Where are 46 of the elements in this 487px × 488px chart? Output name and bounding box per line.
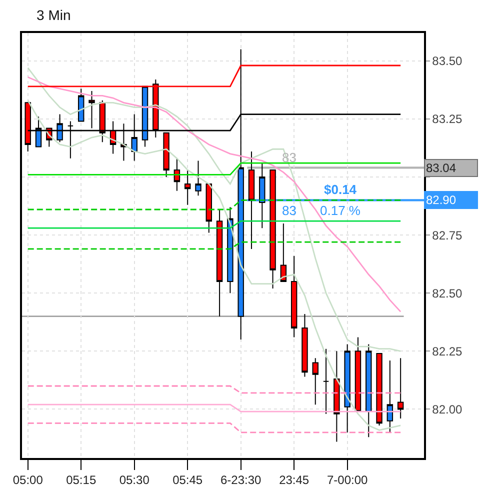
candlestick (322, 348, 330, 414)
candlestick (366, 344, 372, 438)
candlestick (290, 255, 298, 338)
candlestick (206, 183, 212, 234)
y-tick-label: 82.25 (432, 344, 463, 358)
candlestick (174, 158, 180, 192)
annotation: $0.14 (324, 182, 358, 197)
candlestick (397, 358, 404, 420)
line-series (27, 67, 402, 352)
ref-line-label: 82.90 (426, 193, 456, 207)
candlestick (312, 358, 318, 406)
candlestick (344, 344, 350, 433)
annotation: 0.17 % (320, 203, 361, 218)
x-tick-label: 05:30 (119, 473, 150, 488)
candlestick (259, 162, 266, 229)
chart-title: 3 Min (36, 6, 71, 23)
candlestick (280, 222, 287, 282)
candlestick (248, 150, 255, 250)
x-tick-label: 23:45 (279, 473, 310, 488)
line-series (27, 76, 402, 312)
candlestick (334, 350, 340, 442)
ref-line-label: 83.04 (426, 161, 456, 175)
x-tick-label: 05:00 (12, 473, 44, 488)
x-tick-label: 7-00:00 (326, 473, 368, 488)
x-tick-label: 05:15 (66, 473, 96, 488)
annotation: 83 (282, 203, 296, 218)
candlestick (78, 88, 84, 122)
x-tick-label: 05:45 (172, 473, 203, 488)
candlestick (216, 209, 223, 317)
candlestick (270, 170, 276, 289)
x-tick-label: 6-23:30 (220, 473, 262, 488)
y-tick-label: 83.25 (432, 112, 463, 126)
y-tick-label: 82.50 (432, 286, 463, 300)
y-tick-label: 82.75 (432, 228, 463, 242)
candlestick (184, 170, 191, 206)
candlestick (376, 352, 382, 426)
y-tick-label: 82.00 (432, 402, 463, 416)
candlestick (227, 206, 234, 294)
candlestick (386, 360, 394, 433)
candlestick (195, 160, 202, 196)
candlestick (354, 336, 362, 412)
line-series (27, 100, 402, 431)
y-tick-label: 83.50 (432, 54, 463, 68)
candlestick (88, 90, 95, 129)
annotation: 83 (282, 150, 296, 165)
candlestick (302, 314, 308, 378)
